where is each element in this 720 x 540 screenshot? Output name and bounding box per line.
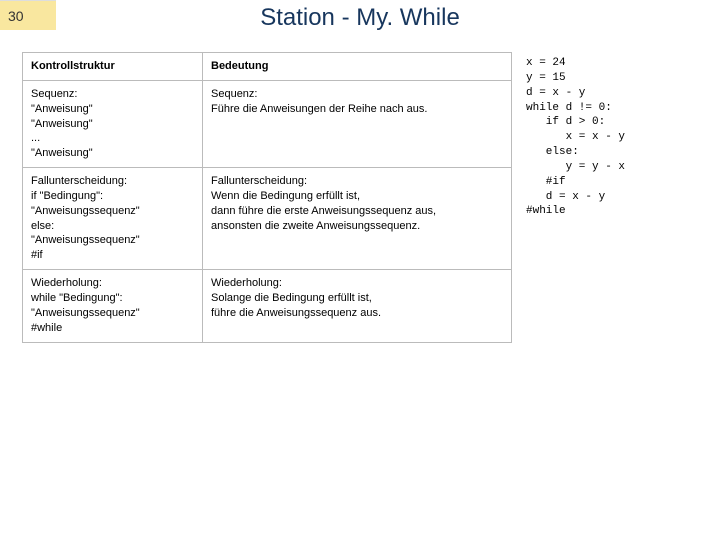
table-cell: Fallunterscheidung: Wenn die Bedingung e…: [203, 168, 512, 270]
seq-label: Sequenz:: [211, 87, 503, 102]
table-cell: Sequenz: Führe die Anweisungen der Reihe…: [203, 80, 512, 167]
fall-label: Fallunterscheidung:: [31, 174, 194, 189]
wied-body: while "Bedingung": "Anweisungssequenz" #…: [31, 291, 194, 336]
seq-body: Führe die Anweisungen der Reihe nach aus…: [211, 102, 503, 117]
slide-content: Kontrollstruktur Bedeutung Sequenz: "Anw…: [0, 42, 720, 353]
seq-label: Sequenz:: [31, 87, 194, 102]
fall-label: Fallunterscheidung:: [211, 174, 503, 189]
table-cell: Fallunterscheidung: if "Bedingung": "Anw…: [23, 168, 203, 270]
table-cell: Sequenz: "Anweisung" "Anweisung" ... "An…: [23, 80, 203, 167]
table-cell: Wiederholung: while "Bedingung": "Anweis…: [23, 270, 203, 342]
wied-body: Solange die Bedingung erfüllt ist, führe…: [211, 291, 503, 321]
table-row: Sequenz: "Anweisung" "Anweisung" ... "An…: [23, 80, 512, 167]
slide-number: 30: [0, 0, 56, 30]
table-row: Wiederholung: while "Bedingung": "Anweis…: [23, 270, 512, 342]
table-row: Kontrollstruktur Bedeutung: [23, 53, 512, 81]
table-header-col2: Bedeutung: [203, 53, 512, 81]
slide-title: Station - My. While: [56, 4, 720, 32]
table-row: Fallunterscheidung: if "Bedingung": "Anw…: [23, 168, 512, 270]
code-example: x = 24 y = 15 d = x - y while d != 0: if…: [526, 52, 625, 343]
seq-body: "Anweisung" "Anweisung" ... "Anweisung": [31, 102, 194, 161]
wied-label: Wiederholung:: [31, 276, 194, 291]
slide-header: 30 Station - My. While: [0, 0, 720, 42]
table-header-col1: Kontrollstruktur: [23, 53, 203, 81]
fall-body: if "Bedingung": "Anweisungssequenz" else…: [31, 189, 194, 263]
table-cell: Wiederholung: Solange die Bedingung erfü…: [203, 270, 512, 342]
fall-body: Wenn die Bedingung erfüllt ist, dann füh…: [211, 189, 503, 234]
control-structure-table: Kontrollstruktur Bedeutung Sequenz: "Anw…: [22, 52, 512, 343]
wied-label: Wiederholung:: [211, 276, 503, 291]
